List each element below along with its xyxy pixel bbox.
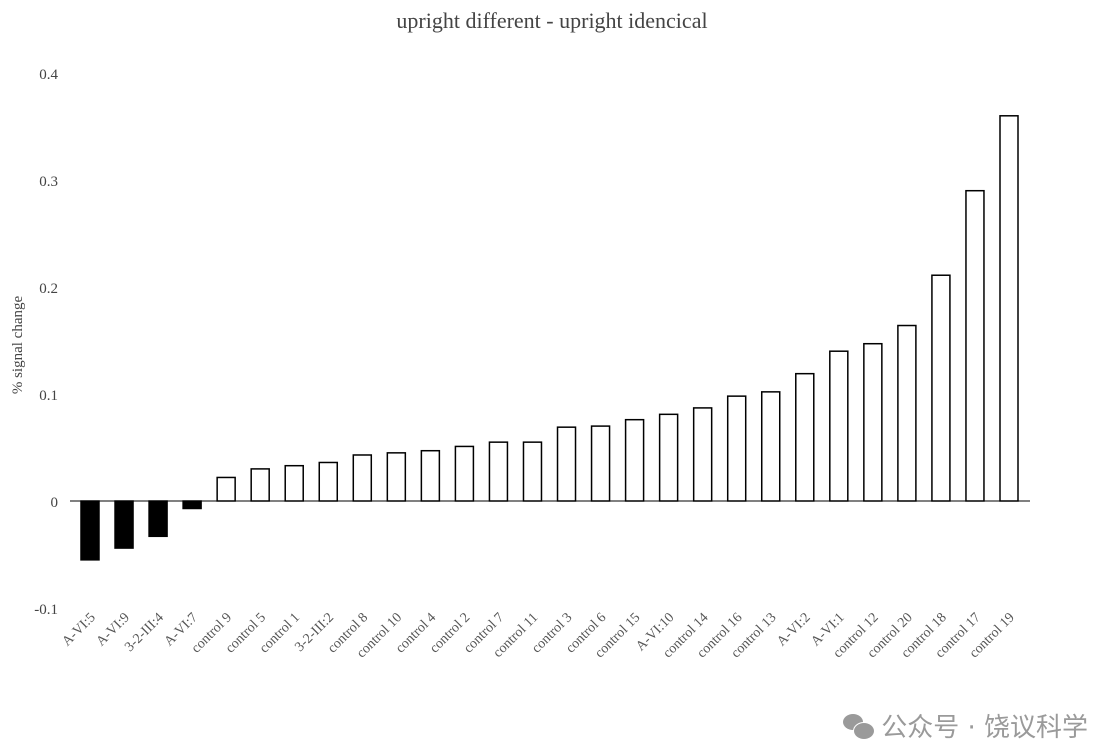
bar <box>80 500 100 561</box>
watermark-text: 公众号 · 饶议科学 <box>881 713 1088 743</box>
wechat-icon <box>843 713 876 740</box>
y-tick-label: 0 <box>51 495 59 511</box>
bar <box>522 441 543 502</box>
bar <box>829 350 849 502</box>
bar <box>352 454 373 502</box>
y-tick-label: 0.3 <box>39 174 58 190</box>
bar <box>658 413 679 502</box>
bar <box>795 372 815 502</box>
bar <box>863 342 883 502</box>
bar <box>148 500 168 538</box>
bar <box>216 476 236 502</box>
bar <box>624 418 645 502</box>
bar <box>590 425 611 502</box>
bar <box>454 445 475 502</box>
bar <box>420 449 441 502</box>
bar <box>250 468 270 502</box>
x-tick-label: A-VI:2 <box>774 610 813 649</box>
y-tick-label: 0.1 <box>39 388 58 404</box>
bar <box>965 189 985 502</box>
bar <box>897 324 917 502</box>
watermark: 公众号 · 饶议科学 <box>843 707 1088 744</box>
bar <box>999 115 1019 502</box>
bar <box>692 407 713 502</box>
bar <box>760 391 781 502</box>
bar <box>931 274 951 502</box>
bar <box>284 464 304 502</box>
bar <box>556 426 577 502</box>
y-axis-label: % signal change <box>10 296 26 395</box>
y-tick-label: -0.1 <box>34 602 58 618</box>
bar <box>114 500 134 549</box>
bar <box>488 441 509 502</box>
y-tick-label: 0.4 <box>39 67 58 83</box>
bar <box>182 500 202 510</box>
bar <box>726 395 747 502</box>
bar <box>318 461 339 502</box>
y-tick-label: 0.2 <box>39 281 58 297</box>
bar <box>386 452 407 502</box>
x-tick-label: A-VI:5 <box>60 610 99 649</box>
chart-title: upright different - upright idencical <box>396 8 707 33</box>
